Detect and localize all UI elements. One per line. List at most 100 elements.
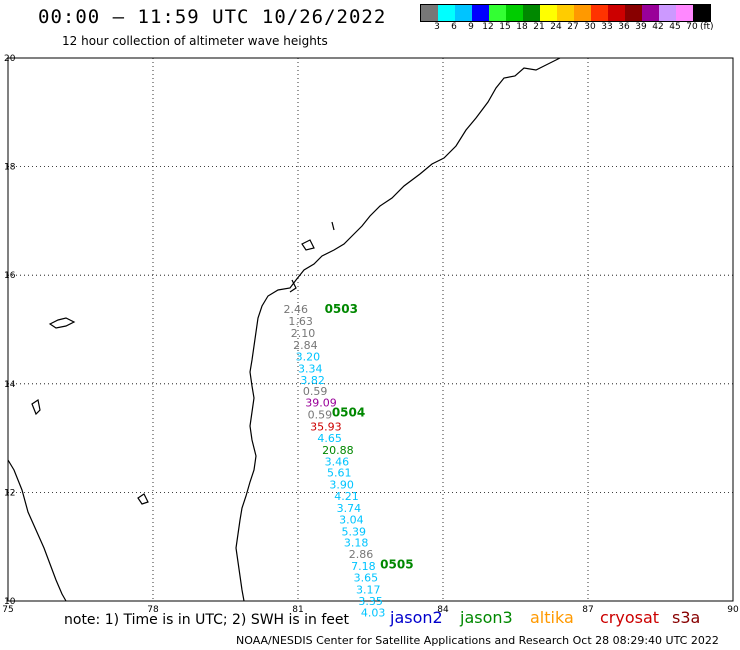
color-swatch: [506, 5, 523, 21]
color-scale-unit: (ft): [700, 22, 714, 32]
wave-height-value: 7.18: [351, 560, 376, 573]
wave-height-value: 3.04: [339, 513, 364, 526]
wave-height-value: 3.18: [344, 537, 369, 550]
satellite-legend-altika: altika: [530, 608, 574, 627]
lat-tick-label: 20: [4, 54, 16, 64]
wave-height-value: 3.82: [300, 374, 325, 387]
color-swatch: [438, 5, 455, 21]
lat-tick-label: 18: [4, 163, 16, 173]
color-scale-label: 70: [686, 22, 698, 32]
color-swatch: [421, 5, 438, 21]
river-mark: [331, 221, 335, 231]
wave-height-value: 20.88: [322, 444, 354, 457]
color-scale-label: 9: [468, 22, 474, 32]
island-3: [137, 493, 149, 505]
lat-tick-labels: 20 18 16 14 12 10: [4, 54, 16, 607]
satellite-legend-jason2: jason2: [390, 608, 443, 627]
color-scale-label: 39: [635, 22, 647, 32]
color-swatch: [642, 5, 659, 21]
wave-height-value: 0.59: [303, 385, 328, 398]
color-swatch: [489, 5, 506, 21]
color-scale-label: 21: [533, 22, 545, 32]
wave-height-value: 3.20: [296, 350, 321, 363]
wave-height-value: 0.59: [308, 409, 333, 422]
lat-tick-label: 16: [4, 271, 16, 281]
color-swatch: [591, 5, 608, 21]
lat-tick-label: 10: [4, 597, 16, 607]
color-scale-label: 18: [516, 22, 528, 32]
lon-tick-label: 87: [582, 605, 593, 615]
india-east-coastline: [235, 57, 561, 602]
wave-height-value: 3.46: [325, 455, 350, 468]
satellite-legend-jason3: jason3: [460, 608, 513, 627]
satellite-legend-cryosat: cryosat: [600, 608, 660, 627]
wave-height-value: 5.61: [327, 467, 352, 480]
color-scale-label: 12: [482, 22, 494, 32]
map-frame: [7, 57, 734, 602]
wave-height-value: 5.39: [342, 525, 367, 538]
island-1: [48, 317, 76, 329]
satellite-legend-s3a: s3a: [672, 608, 701, 627]
lat-tick-label: 14: [4, 380, 16, 390]
wave-height-value: 3.34: [298, 362, 323, 375]
color-scale-label: 30: [584, 22, 596, 32]
wave-height-value: 1.63: [288, 315, 313, 328]
time-labels: 0503 0504 0505: [325, 302, 414, 571]
wave-height-value: 2.84: [293, 339, 318, 352]
color-scale-label: 3: [434, 22, 440, 32]
west-coastline: [7, 459, 67, 602]
wave-height-value: 2.86: [349, 548, 374, 561]
color-swatch: [574, 5, 591, 21]
color-scale-label: 24: [550, 22, 562, 32]
wave-height-value: 2.10: [291, 327, 316, 340]
wave-height-value: 4.03: [361, 607, 386, 620]
footer-credit: NOAA/NESDIS Center for Satellite Applica…: [236, 634, 719, 647]
wave-height-value: 4.65: [317, 432, 342, 445]
wave-height-value: 3.17: [356, 583, 381, 596]
color-swatch: [693, 5, 710, 21]
island-2: [31, 399, 41, 416]
river-mark-2: [289, 279, 297, 293]
color-swatch: [676, 5, 693, 21]
wave-height-value: 3.65: [354, 571, 379, 584]
lon-tick-label: 75: [2, 605, 13, 615]
wave-height-value: 3.74: [337, 502, 362, 515]
color-swatch: [472, 5, 489, 21]
wave-height-points: 2.461.632.102.843.203.343.820.5939.090.5…: [284, 303, 386, 620]
color-scale-label: 33: [601, 22, 613, 32]
lon-tick-label: 84: [437, 605, 449, 615]
wave-height-value: 4.21: [334, 490, 359, 503]
lon-tick-label: 81: [292, 605, 303, 615]
color-swatch: [557, 5, 574, 21]
lat-tick-label: 12: [4, 488, 15, 498]
color-scale-label: 45: [669, 22, 681, 32]
lon-tick-label: 90: [727, 605, 739, 615]
lon-tick-labels: 75 78 81 84 87 90: [2, 605, 739, 615]
coastline: [7, 57, 561, 602]
wave-height-value: 3.35: [358, 595, 383, 608]
wave-height-value: 3.90: [329, 479, 354, 492]
color-scale-labels: 3 6 9 12 15 18 21 24 27 30 33 36 39 42 45 70 (ft): [420, 22, 740, 34]
color-scale-bar: [420, 4, 711, 22]
wave-height-value: 2.46: [284, 303, 309, 316]
wave-height-value: 35.93: [310, 420, 342, 433]
color-scale-label: 42: [652, 22, 664, 32]
color-scale-label: 36: [618, 22, 630, 32]
color-swatch: [659, 5, 676, 21]
map-subtitle: 12 hour collection of altimeter wave hei…: [62, 34, 328, 48]
color-swatch: [625, 5, 642, 21]
color-swatch: [523, 5, 540, 21]
wave-height-value: 39.09: [305, 397, 337, 410]
color-swatch: [608, 5, 625, 21]
grid-lines: [7, 57, 734, 602]
time-label: 0504: [332, 405, 365, 419]
color-swatch: [455, 5, 472, 21]
time-label: 0503: [325, 302, 358, 316]
color-swatch: [540, 5, 557, 21]
color-scale-label: 15: [499, 22, 511, 32]
lake-feature: [301, 239, 315, 251]
color-scale-label: 27: [567, 22, 579, 32]
lon-tick-label: 78: [147, 605, 159, 615]
legend-note: note: 1) Time is in UTC; 2) SWH is in fe…: [64, 612, 350, 628]
